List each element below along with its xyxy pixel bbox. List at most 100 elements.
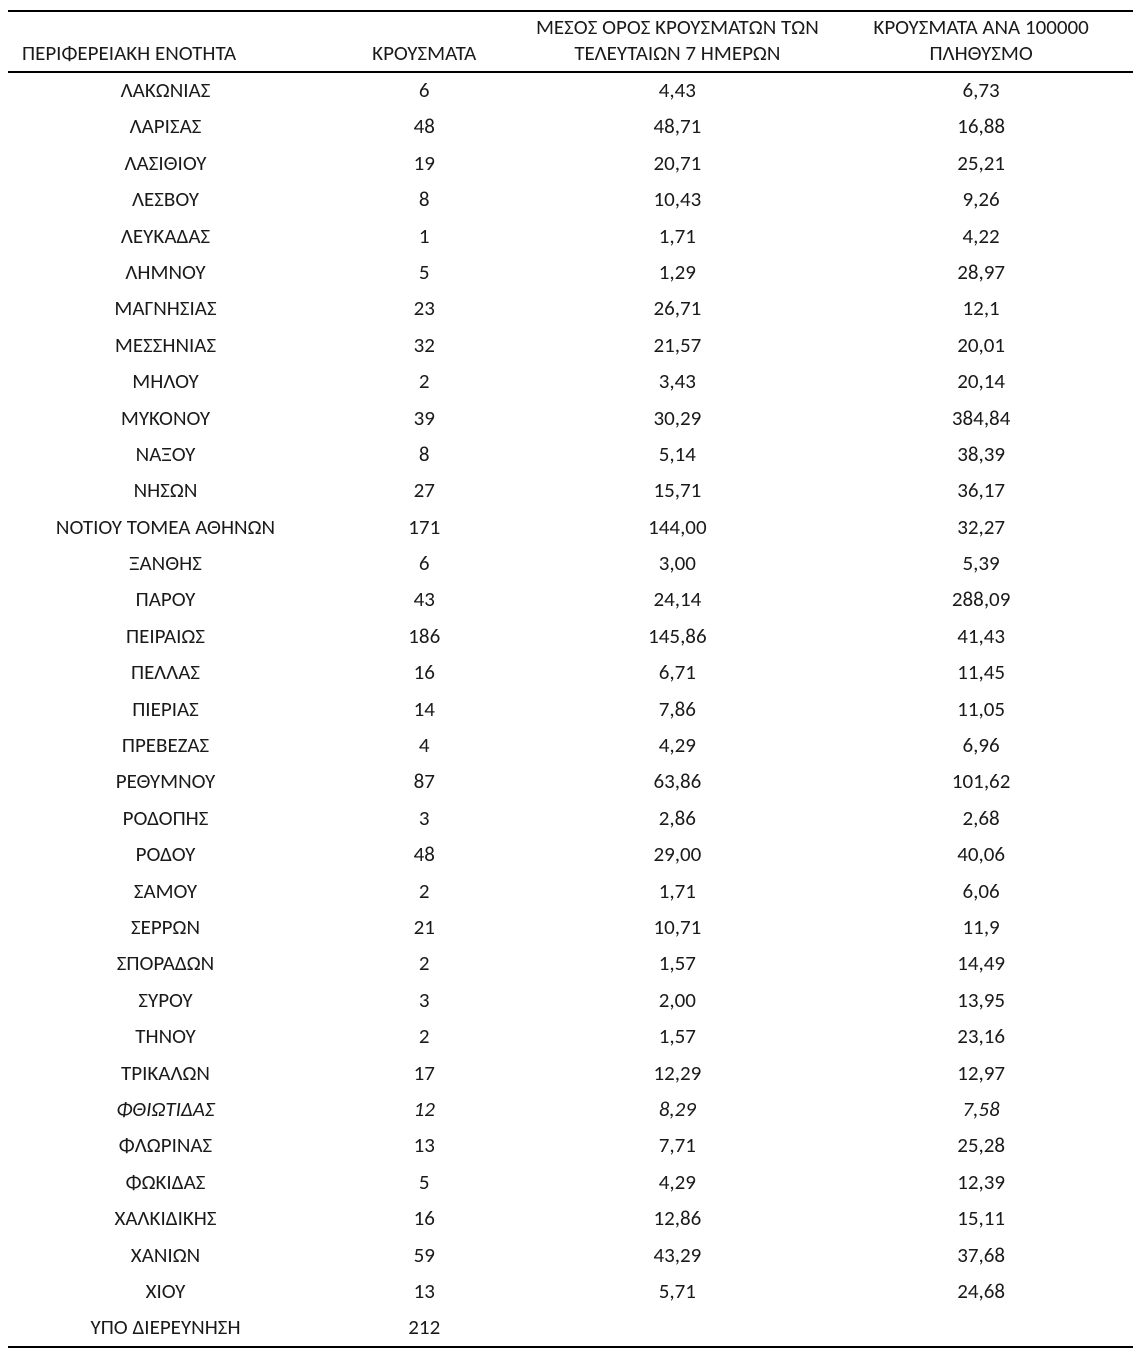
cell-per100k: 12,97 [829, 1055, 1133, 1091]
cell-cases: 13 [323, 1128, 526, 1164]
cell-avg7: 3,00 [526, 546, 830, 582]
cell-region: ΝΟΤΙΟΥ ΤΟΜΕΑ ΑΘΗΝΩΝ [8, 509, 323, 545]
cell-region: ΡΕΘΥΜΝΟΥ [8, 764, 323, 800]
table-row: ΛΑΡΙΣΑΣ4848,7116,88 [8, 109, 1133, 145]
cell-region: ΧΑΝΙΩΝ [8, 1237, 323, 1273]
cell-avg7: 6,71 [526, 655, 830, 691]
cell-per100k: 12,39 [829, 1164, 1133, 1200]
cell-region: ΜΑΓΝΗΣΙΑΣ [8, 291, 323, 327]
cell-per100k: 101,62 [829, 764, 1133, 800]
cell-avg7: 63,86 [526, 764, 830, 800]
cell-cases: 32 [323, 327, 526, 363]
cell-avg7: 4,29 [526, 1164, 830, 1200]
cell-per100k: 9,26 [829, 182, 1133, 218]
cell-per100k: 36,17 [829, 473, 1133, 509]
cell-avg7: 144,00 [526, 509, 830, 545]
cell-region: ΤΗΝΟΥ [8, 1019, 323, 1055]
col-header-per100k: ΚΡΟΥΣΜΑΤΑ ΑΝΑ 100000 ΠΛΗΘΥΣΜΟ [829, 11, 1133, 72]
cell-cases: 6 [323, 546, 526, 582]
cell-avg7: 21,57 [526, 327, 830, 363]
table-row: ΦΩΚΙΔΑΣ54,2912,39 [8, 1164, 1133, 1200]
cell-region: ΥΠΟ ΔΙΕΡΕΥΝΗΣΗ [8, 1310, 323, 1347]
table-row: ΜΕΣΣΗΝΙΑΣ3221,5720,01 [8, 327, 1133, 363]
cell-per100k: 6,73 [829, 72, 1133, 109]
table-header: ΠΕΡΙΦΕΡΕΙΑΚΗ ΕΝΟΤΗΤΑ ΚΡΟΥΣΜΑΤΑ ΜΕΣΟΣ ΟΡΟ… [8, 11, 1133, 72]
cell-per100k [829, 1310, 1133, 1347]
cell-region: ΝΑΞΟΥ [8, 436, 323, 472]
cell-avg7: 1,57 [526, 946, 830, 982]
cell-avg7: 29,00 [526, 837, 830, 873]
cell-avg7: 20,71 [526, 145, 830, 181]
cell-per100k: 7,58 [829, 1091, 1133, 1127]
cell-avg7: 48,71 [526, 109, 830, 145]
table-row: ΡΟΔΟΠΗΣ32,862,68 [8, 800, 1133, 836]
cell-avg7: 10,71 [526, 909, 830, 945]
cell-region: ΜΗΛΟΥ [8, 364, 323, 400]
cell-region: ΣΑΜΟΥ [8, 873, 323, 909]
cell-region: ΣΕΡΡΩΝ [8, 909, 323, 945]
cell-cases: 43 [323, 582, 526, 618]
cell-cases: 12 [323, 1091, 526, 1127]
table-row: ΠΙΕΡΙΑΣ147,8611,05 [8, 691, 1133, 727]
cell-per100k: 37,68 [829, 1237, 1133, 1273]
table-row: ΣΕΡΡΩΝ2110,7111,9 [8, 909, 1133, 945]
cell-region: ΛΑΡΙΣΑΣ [8, 109, 323, 145]
cell-avg7: 1,71 [526, 218, 830, 254]
table-row: ΠΡΕΒΕΖΑΣ44,296,96 [8, 728, 1133, 764]
cell-per100k: 38,39 [829, 436, 1133, 472]
cell-region: ΠΡΕΒΕΖΑΣ [8, 728, 323, 764]
table-row: ΝΗΣΩΝ2715,7136,17 [8, 473, 1133, 509]
cell-region: ΜΕΣΣΗΝΙΑΣ [8, 327, 323, 363]
table-row: ΡΕΘΥΜΝΟΥ8763,86101,62 [8, 764, 1133, 800]
cell-region: ΦΩΚΙΔΑΣ [8, 1164, 323, 1200]
cell-cases: 5 [323, 254, 526, 290]
table-row: ΠΑΡΟΥ4324,14288,09 [8, 582, 1133, 618]
cell-region: ΠΑΡΟΥ [8, 582, 323, 618]
col-header-cases: ΚΡΟΥΣΜΑΤΑ [323, 11, 526, 72]
cell-per100k: 11,05 [829, 691, 1133, 727]
cell-avg7: 4,29 [526, 728, 830, 764]
table-row: ΞΑΝΘΗΣ63,005,39 [8, 546, 1133, 582]
cell-cases: 171 [323, 509, 526, 545]
cell-region: ΝΗΣΩΝ [8, 473, 323, 509]
cell-cases: 19 [323, 145, 526, 181]
table-row: ΣΥΡΟΥ32,0013,95 [8, 982, 1133, 1018]
cell-avg7: 8,29 [526, 1091, 830, 1127]
table-row: ΦΘΙΩΤΙΔΑΣ128,297,58 [8, 1091, 1133, 1127]
cell-cases: 13 [323, 1273, 526, 1309]
cell-region: ΞΑΝΘΗΣ [8, 546, 323, 582]
table-row: ΛΑΣΙΘΙΟΥ1920,7125,21 [8, 145, 1133, 181]
cell-cases: 14 [323, 691, 526, 727]
cell-avg7: 145,86 [526, 618, 830, 654]
table-row: ΧΑΛΚΙΔΙΚΗΣ1612,8615,11 [8, 1201, 1133, 1237]
table-row: ΠΕΛΛΑΣ166,7111,45 [8, 655, 1133, 691]
cell-cases: 8 [323, 436, 526, 472]
cell-per100k: 25,28 [829, 1128, 1133, 1164]
cell-cases: 48 [323, 837, 526, 873]
table-row: ΛΕΥΚΑΔΑΣ11,714,22 [8, 218, 1133, 254]
cell-region: ΤΡΙΚΑΛΩΝ [8, 1055, 323, 1091]
cell-avg7: 1,71 [526, 873, 830, 909]
cell-avg7: 2,00 [526, 982, 830, 1018]
table-row: ΦΛΩΡΙΝΑΣ137,7125,28 [8, 1128, 1133, 1164]
cell-per100k: 40,06 [829, 837, 1133, 873]
cell-cases: 5 [323, 1164, 526, 1200]
col-header-region: ΠΕΡΙΦΕΡΕΙΑΚΗ ΕΝΟΤΗΤΑ [8, 11, 323, 72]
cell-cases: 3 [323, 800, 526, 836]
table-row: ΤΗΝΟΥ21,5723,16 [8, 1019, 1133, 1055]
cell-cases: 27 [323, 473, 526, 509]
cell-region: ΛΑΚΩΝΙΑΣ [8, 72, 323, 109]
cell-cases: 3 [323, 982, 526, 1018]
cell-avg7: 7,86 [526, 691, 830, 727]
cell-per100k: 41,43 [829, 618, 1133, 654]
col-header-avg7: ΜΕΣΟΣ ΟΡΟΣ ΚΡΟΥΣΜΑΤΩΝ ΤΩΝ ΤΕΛΕΥΤΑΙΩΝ 7 Η… [526, 11, 830, 72]
cell-avg7: 12,86 [526, 1201, 830, 1237]
cell-per100k: 13,95 [829, 982, 1133, 1018]
cell-cases: 17 [323, 1055, 526, 1091]
cell-cases: 59 [323, 1237, 526, 1273]
cell-cases: 16 [323, 1201, 526, 1237]
cell-per100k: 12,1 [829, 291, 1133, 327]
cell-cases: 6 [323, 72, 526, 109]
cell-avg7: 12,29 [526, 1055, 830, 1091]
cell-avg7: 5,14 [526, 436, 830, 472]
